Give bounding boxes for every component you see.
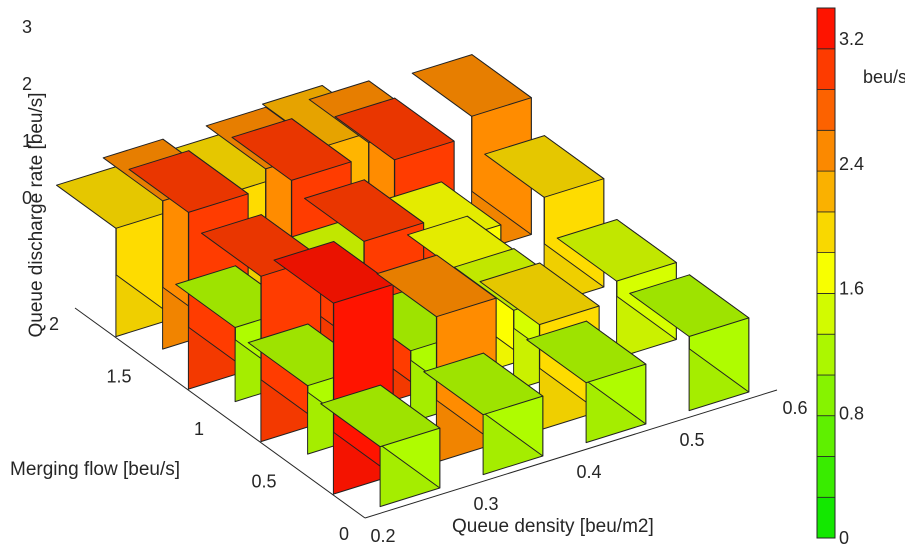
colorbar-swatches (816, 7, 836, 539)
y-axis-line (74, 307, 366, 519)
y-axis-title: Merging flow [beu/s] (10, 459, 180, 480)
y-tick-label: 2 (49, 314, 59, 334)
x-tick-label: 0.5 (679, 430, 704, 450)
plot-area: 01234 00.511.52 0.20.30.40.50.6 Queue di… (10, 17, 808, 546)
colorbar-swatch (816, 170, 836, 213)
z-tick-label: 2 (22, 74, 32, 94)
colorbar-swatch (816, 252, 836, 294)
z-axis-title: Queue discharge rate [beu/s] (26, 92, 47, 337)
z-tick-label: 1 (22, 131, 32, 151)
y-tick-label: 0.5 (251, 472, 276, 492)
bar-front-y0-x0 (320, 384, 441, 508)
bar-back-y0-x1 (376, 254, 497, 463)
axis-lines (74, 307, 778, 519)
colorbar-tick-label: 0.8 (839, 403, 864, 423)
x-axis-line (364, 389, 778, 519)
bar-front-y0-x1 (423, 352, 544, 476)
colorbar-tick-label: 1.6 (839, 279, 864, 299)
colorbar-unit-label: beu/s (863, 67, 905, 87)
bar-front-y3-x3 (411, 54, 532, 254)
z-tick-label: 3 (22, 17, 32, 37)
x-tick-label: 0.6 (782, 398, 807, 418)
colorbar-swatch (816, 496, 836, 539)
colorbar-swatch (816, 48, 836, 90)
colorbar-swatch (816, 456, 836, 498)
colorbar-swatch (816, 374, 836, 417)
bars (56, 54, 750, 508)
colorbar-swatch (816, 292, 836, 335)
colorbar-swatch (816, 89, 836, 131)
colorbar-swatch (816, 211, 836, 254)
x-tick-label: 0.2 (370, 526, 395, 546)
z-tick-label: 0 (22, 188, 32, 208)
colorbar-swatch (816, 415, 836, 457)
y-tick-label: 1.5 (106, 367, 131, 387)
x-axis-title: Queue density [beu/m2] (452, 516, 654, 537)
colorbar-swatch (816, 7, 836, 50)
colorbar-tick-labels: 0 0.8 1.6 2.4 3.2 (839, 29, 864, 547)
y-tick-label: 0 (339, 524, 349, 544)
x-tick-label: 0.3 (473, 494, 498, 514)
colorbar-tick-label: 3.2 (839, 29, 864, 49)
colorbar-swatch (816, 129, 836, 172)
x-tick-label: 0.4 (576, 462, 601, 482)
y-tick-labels: 0 0.5 1 1.5 2 (49, 314, 349, 544)
bar-back-y3-x0 (56, 166, 177, 338)
bar-front-y0-x2 (526, 320, 647, 444)
bar-front-y0-x3 (629, 274, 750, 412)
colorbar-tick-label: 2.4 (839, 154, 864, 174)
colorbar-frame (816, 7, 836, 539)
y-tick-label: 1 (194, 419, 204, 439)
z-tick-labels: 01234 (22, 17, 32, 208)
colorbar-tick-label: 0 (839, 528, 849, 547)
x-tick-labels: 0.2 0.3 0.4 0.5 0.6 (370, 398, 807, 546)
colorbar-swatch (816, 333, 836, 376)
colorbar: 0 0.8 1.6 2.4 3.2 beu/s (816, 7, 905, 547)
